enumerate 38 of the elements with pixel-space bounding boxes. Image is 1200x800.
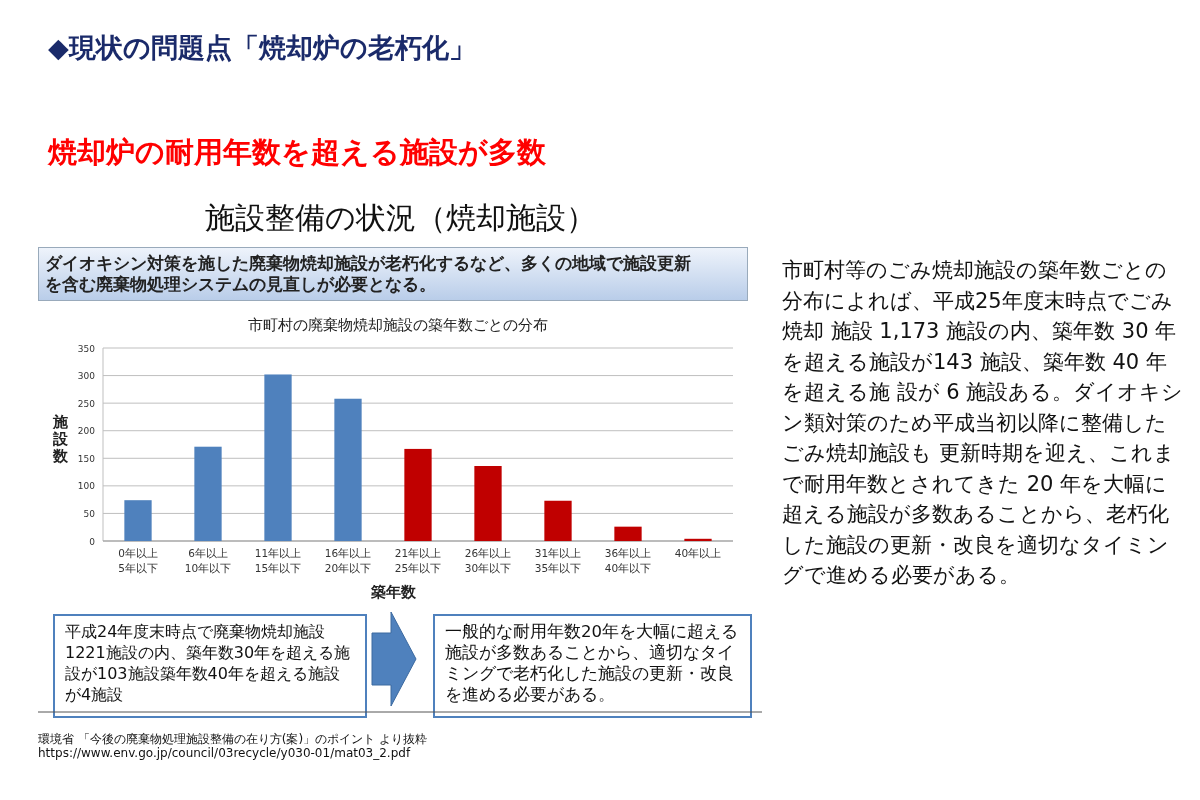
text: 平成24年度末時点で廃棄物焼却施設1221施設の内、築年数30年を超える施設が103施設築年数40年を超える施設が4施設	[53, 614, 367, 718]
text: 環境省 「今後の廃棄物処理施設整備の在り方(案)」のポイント より抜粋	[38, 731, 427, 747]
bar	[614, 526, 642, 541]
x-tick-label: 6年以上 10年以下	[184, 547, 232, 574]
y-axis-title: 施設数	[51, 413, 69, 465]
y-tick-label: 150	[77, 453, 96, 464]
text: ダイオキシン対策を施した廃棄物焼却施設が老朽化するなど、多くの地域で施設更新を含む廃棄物処理システムの見直しが必要となる。	[38, 247, 748, 301]
x-tick-label: 26年以上 30年以下	[464, 547, 512, 574]
text: ◆現状の問題点「焼却炉の老朽化」	[48, 31, 476, 65]
bar	[544, 500, 572, 541]
chart-title: 市町村の廃棄物焼却施設の築年数ごとの分布	[248, 316, 548, 334]
y-tick-label: 200	[77, 426, 96, 437]
text: 焼却炉の耐用年数を超える施設が多数	[48, 134, 546, 171]
x-tick-label: 36年以上 40年以下	[604, 547, 652, 574]
bar	[124, 500, 152, 541]
bar	[474, 466, 502, 541]
y-tick-label: 250	[77, 398, 96, 409]
y-tick-label: 100	[77, 481, 96, 492]
x-tick-label: 40年以上	[674, 547, 722, 559]
text: 一般的な耐用年数20年を大幅に超える施設が多数あることから、適切なタイミングで老朽化した施設の更新・改良を進める必要がある。	[433, 614, 752, 718]
x-tick-label: 16年以上 20年以下	[324, 547, 372, 574]
bar	[194, 446, 222, 541]
x-tick-label: 21年以上 25年以下	[394, 547, 442, 574]
bar	[334, 398, 362, 541]
text: 市町村等のごみ焼却施設の築年数ごとの分布によれば、平成25年度末時点でごみ焼却 施設 1,173 施設の内、築年数 30 年を超える施設が143 施設、築年数 40 年を超える施 設が 6 施設ある。ダイオキシン類対策のため平成当初以降に整備したごみ焼却施設も 更新時期を迎え、これまで耐用年数とされてきた 20 年を大幅に超える施設が多数あることから、老朽化した施設の更新・改良を適切なタイミングで進める必要がある。	[782, 258, 1184, 587]
y-tick-label: 50	[83, 508, 96, 519]
x-axis-title: 築年数	[369, 583, 417, 601]
bar	[264, 374, 292, 541]
text: 施設整備の状況（焼却施設）	[203, 199, 597, 237]
x-tick-label: 0年以上 5年以下	[118, 547, 158, 574]
text: https://www.env.go.jp/council/03recycle/y030-01/mat03_2.pdf	[38, 746, 411, 760]
y-tick-label: 350	[77, 343, 96, 354]
x-tick-label: 31年以上 35年以下	[534, 547, 582, 574]
bar	[684, 538, 712, 541]
x-tick-label: 11年以上 15年以下	[254, 547, 302, 574]
y-tick-label: 300	[77, 371, 96, 382]
y-tick-label: 0	[89, 536, 96, 547]
bar	[404, 448, 432, 541]
